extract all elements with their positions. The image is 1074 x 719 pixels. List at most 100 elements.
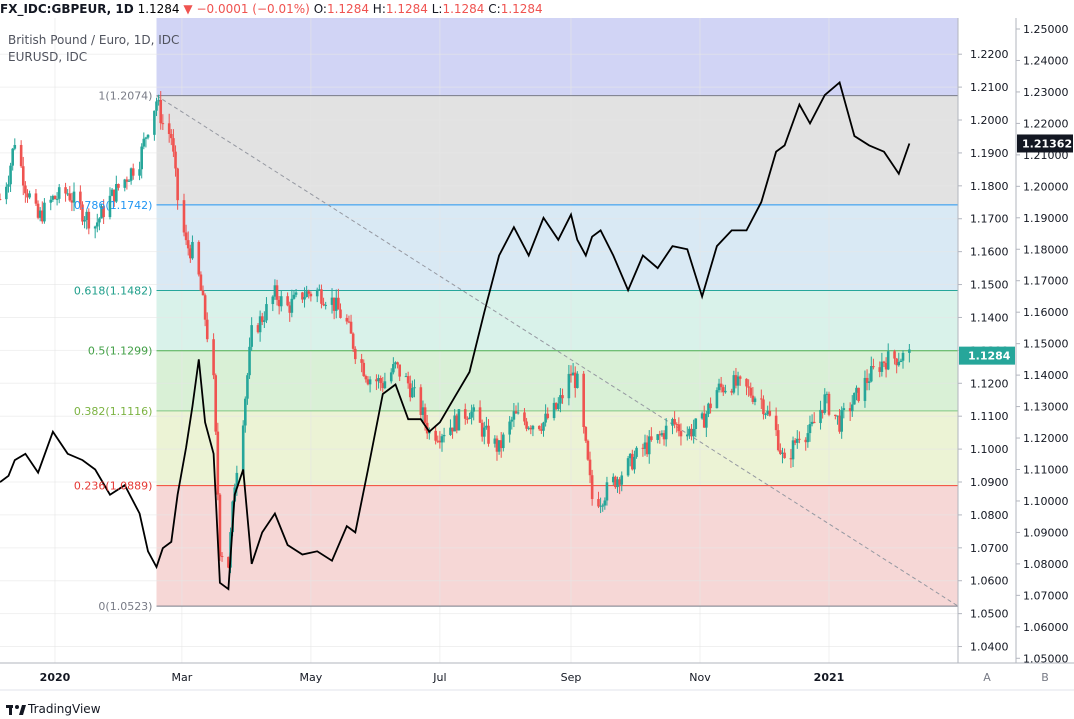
candle-body xyxy=(419,387,423,415)
candle-body xyxy=(457,409,461,431)
candle-body xyxy=(878,367,882,372)
candle-body xyxy=(618,479,621,485)
axis-b-bg xyxy=(1016,18,1074,690)
fib-label-0.5: 0.5(1.1299) xyxy=(88,345,153,358)
candle-body xyxy=(24,185,27,194)
candle-body xyxy=(671,418,674,426)
fib-zone-0.5 xyxy=(156,350,958,411)
candle-body xyxy=(886,351,890,370)
axis-b-tick-label: 1.08000 xyxy=(1023,558,1069,571)
candle-body xyxy=(599,505,602,507)
candle-body xyxy=(404,376,408,378)
candle-body xyxy=(582,373,585,427)
candle-body xyxy=(734,375,738,386)
candle-body xyxy=(510,419,514,422)
candle-body xyxy=(57,187,61,199)
candle-body xyxy=(569,373,573,376)
candle-body xyxy=(125,179,129,182)
candle-body xyxy=(857,387,860,401)
candle-body xyxy=(396,362,399,365)
candle-body xyxy=(93,226,97,229)
candle-body xyxy=(411,388,414,398)
axis-a-tick-label: 1.1800 xyxy=(970,180,1009,193)
candle-body xyxy=(561,395,564,399)
brand-name[interactable]: TradingView xyxy=(28,702,101,716)
axis-b-tick-label: 1.10000 xyxy=(1023,495,1069,508)
candle-body xyxy=(248,346,251,376)
candle-body xyxy=(112,189,116,202)
candle-body xyxy=(747,386,750,388)
candle-body xyxy=(256,325,260,333)
axis-a-tick-label: 1.0700 xyxy=(970,542,1009,555)
candle-body xyxy=(7,184,10,187)
candle-body xyxy=(480,422,484,437)
legend-overlay-series[interactable]: EURUSD, IDC xyxy=(8,50,88,64)
candle-body xyxy=(677,424,681,432)
candle-body xyxy=(882,361,886,363)
candle-body xyxy=(66,193,69,195)
axis-a-scale-button[interactable]: A xyxy=(983,671,991,684)
candle-body xyxy=(853,392,856,405)
candle-body xyxy=(453,415,456,432)
candle-body xyxy=(159,99,163,124)
axis-a-tick-label: 1.2000 xyxy=(970,114,1009,127)
axis-a-tick-label: 1.0500 xyxy=(970,608,1009,621)
candle-body xyxy=(330,297,334,305)
legend-main-series[interactable]: British Pound / Euro, 1D, IDC xyxy=(8,33,180,47)
symbol-name[interactable]: FX_IDC:GBPEUR, 1D xyxy=(0,2,134,16)
candle-body xyxy=(258,316,262,333)
candle-body xyxy=(812,421,816,424)
candle-body xyxy=(43,202,46,222)
candle-body xyxy=(542,422,545,431)
candle-body xyxy=(795,438,799,443)
candle-body xyxy=(838,415,841,432)
candle-body xyxy=(347,321,351,323)
candle-body xyxy=(707,403,710,414)
candle-body xyxy=(332,297,336,311)
time-axis: 2020 Mar May Jul Sep Nov 2021 A B xyxy=(0,662,1074,691)
candle-body xyxy=(218,494,222,557)
grid-lines xyxy=(0,18,958,663)
candle-body xyxy=(51,195,55,200)
candle-body xyxy=(899,360,903,363)
candle-body xyxy=(804,439,808,443)
candle-body xyxy=(53,195,57,200)
candle-body xyxy=(848,408,852,412)
candle-body xyxy=(394,362,397,365)
candle-body xyxy=(901,352,905,361)
candle-body xyxy=(523,412,526,422)
time-axis-label: May xyxy=(299,671,322,684)
candle-body xyxy=(702,413,706,428)
axis-a-tick-label: 1.1400 xyxy=(970,311,1009,324)
candle-body xyxy=(643,442,647,449)
candle-body xyxy=(241,425,245,473)
candle-body xyxy=(153,110,156,135)
price-chart[interactable]: 1(1.2074) 0.786(1.1742) 0.618(1.1482) 0.5(1… xyxy=(0,0,1074,700)
candle-body xyxy=(884,362,888,370)
close-label: C: xyxy=(488,2,501,16)
candle-body xyxy=(157,99,160,102)
trend-line[interactable] xyxy=(156,95,959,607)
candle-body xyxy=(318,289,321,291)
close-value: 1.1284 xyxy=(500,2,543,16)
candle-body xyxy=(478,407,482,423)
time-axis-label: 2020 xyxy=(40,671,71,684)
candle-body xyxy=(389,372,393,382)
axis-b-tick-label: 1.20000 xyxy=(1023,180,1069,193)
low-value: 1.1284 xyxy=(442,2,485,16)
candle-body xyxy=(531,425,535,430)
tradingview-logo-icon[interactable] xyxy=(6,703,28,717)
fib-label-0.618: 0.618(1.1482) xyxy=(74,284,153,297)
candle-body xyxy=(850,404,854,412)
candle-body xyxy=(692,429,695,437)
candle-body xyxy=(819,409,822,424)
axis-b-scale-button[interactable]: B xyxy=(1041,671,1049,684)
candle-body xyxy=(499,440,503,449)
candle-body xyxy=(98,218,101,223)
candle-body xyxy=(115,184,118,202)
candle-body xyxy=(40,210,44,222)
candle-body xyxy=(616,479,619,488)
axis-a-tick-label: 1.0800 xyxy=(970,509,1009,522)
candle-body xyxy=(709,403,712,409)
candle-body xyxy=(466,418,469,420)
